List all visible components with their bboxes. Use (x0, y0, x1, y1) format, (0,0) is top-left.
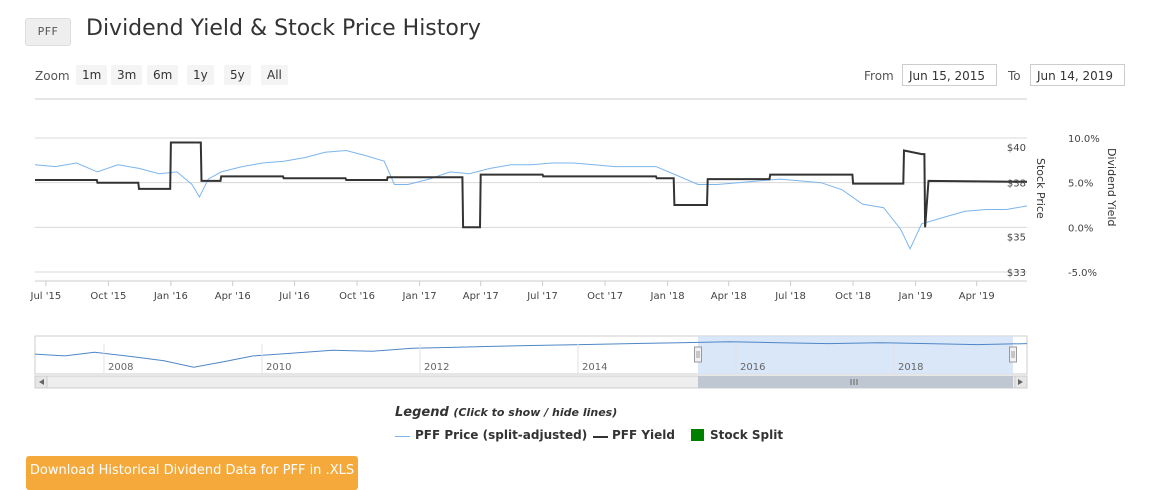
download-xls-button[interactable]: Download Historical Dividend Data for PF… (26, 456, 358, 490)
zoom-1y-button[interactable]: 1y (187, 65, 214, 85)
x-tick-label: Jul '16 (278, 291, 310, 302)
from-label: From (864, 69, 894, 83)
ticker-badge: PFF (25, 18, 71, 46)
zoom-label: Zoom (35, 69, 70, 83)
y-right-axis-title: Dividend Yield (1105, 148, 1118, 226)
legend-title-text: Legend (395, 405, 449, 420)
navigator-tick-label: 2010 (266, 362, 291, 373)
x-tick-label: Oct '15 (90, 291, 126, 302)
navigator-series-line (34, 341, 1028, 368)
page-title: Dividend Yield & Stock Price History (86, 16, 481, 41)
dividend-price-chart[interactable]: -5.0% 0.0% 5.0% 10.0% $33 $35 $38 $40 Stock Pric… (0, 0, 1154, 400)
navigator-tick-label: 2014 (582, 362, 607, 373)
y-right-tick-label: 10.0% (1068, 134, 1100, 145)
y-left-tick-label: $35 (1007, 232, 1026, 243)
legend-title: Legend (Click to show / hide lines) (395, 405, 617, 420)
zoom-6m-button[interactable]: 6m (147, 65, 179, 85)
zoom-5y-button[interactable]: 5y (224, 65, 251, 85)
navigator-tick-label: 2012 (424, 362, 449, 373)
x-tick-label: Jan '16 (153, 291, 188, 302)
x-tick-label: Apr '19 (959, 291, 995, 302)
legend-price-swatch (395, 436, 410, 437)
price-series-line (34, 149, 1028, 250)
legend-item-yield[interactable]: PFF Yield (612, 428, 676, 442)
y-left-axis-title: Stock Price (1034, 158, 1047, 219)
x-tick-label: Apr '16 (215, 291, 251, 302)
y-left-tick-label: $33 (1007, 268, 1026, 279)
chevron-right-icon (1018, 379, 1023, 385)
to-label: To (1008, 69, 1021, 83)
x-tick-label: Oct '17 (587, 291, 623, 302)
navigator-left-handle[interactable] (694, 346, 702, 363)
x-tick-label: Oct '18 (835, 291, 871, 302)
zoom-3m-button[interactable]: 3m (111, 65, 143, 85)
legend-item-price[interactable]: PFF Price (split-adjusted) (415, 428, 588, 442)
y-right-tick-label: 0.0% (1068, 223, 1093, 234)
legend-item-split[interactable]: Stock Split (710, 428, 784, 442)
yield-series-line (35, 141, 1028, 229)
navigator-tick-label: 2008 (108, 362, 133, 373)
navigator-tick-label: 2016 (740, 362, 765, 373)
navigator-right-handle[interactable] (1009, 346, 1017, 363)
x-tick-label: Jul '15 (30, 291, 62, 302)
chevron-left-icon (39, 379, 44, 385)
scrollbar-thumb[interactable] (698, 376, 1013, 388)
zoom-all-button[interactable]: All (261, 65, 288, 85)
y-left-tick-label: $40 (1007, 143, 1026, 154)
x-tick-label: Oct '16 (339, 291, 375, 302)
x-tick-label: Jul '18 (774, 291, 806, 302)
x-tick-label: Jan '19 (898, 291, 933, 302)
from-date-input[interactable]: Jun 15, 2015 (902, 64, 997, 86)
x-tick-label: Apr '17 (463, 291, 499, 302)
legend-split-swatch (691, 429, 704, 441)
y-left-tick-label: $38 (1007, 179, 1026, 190)
to-date-input[interactable]: Jun 14, 2019 (1030, 64, 1125, 86)
x-tick-label: Apr '18 (711, 291, 747, 302)
navigator-tick-label: 2018 (898, 362, 923, 373)
legend-yield-swatch (593, 436, 608, 438)
zoom-1m-button[interactable]: 1m (76, 65, 108, 85)
y-right-tick-label: 5.0% (1068, 179, 1093, 190)
legend-hint: (Click to show / hide lines) (453, 406, 618, 419)
y-right-tick-label: -5.0% (1068, 268, 1097, 279)
x-tick-label: Jan '18 (650, 291, 685, 302)
x-tick-label: Jan '17 (402, 291, 437, 302)
x-tick-label: Jul '17 (526, 291, 558, 302)
